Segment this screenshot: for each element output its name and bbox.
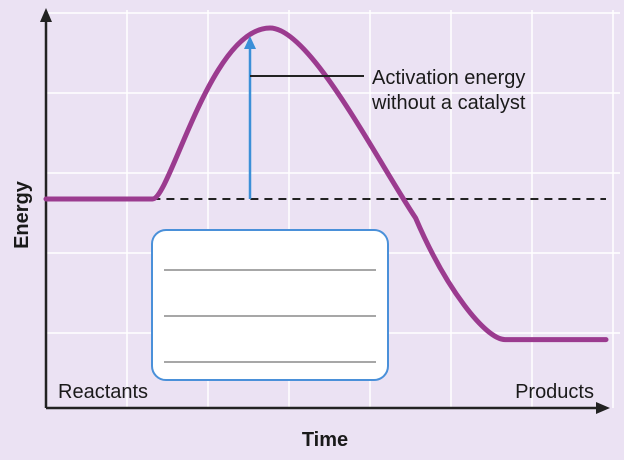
activation-arrow xyxy=(244,36,256,199)
answer-box-frame[interactable] xyxy=(151,229,389,381)
answer-box-lines xyxy=(164,269,376,363)
annotation-label-line2: without a catalyst xyxy=(371,92,526,114)
axes xyxy=(40,8,610,414)
annotation-label-line1: Activation energy xyxy=(372,67,525,89)
activation-arrow-head xyxy=(244,36,256,49)
x-start-label: Reactants xyxy=(58,381,148,403)
x-axis-label: Time xyxy=(302,429,348,451)
y-axis-arrow xyxy=(40,8,52,22)
y-axis-label: Energy xyxy=(11,180,33,249)
energy-curve xyxy=(43,25,609,343)
answer-box[interactable] xyxy=(151,229,389,381)
x-end-label: Products xyxy=(515,381,594,403)
x-axis-arrow xyxy=(596,402,610,414)
